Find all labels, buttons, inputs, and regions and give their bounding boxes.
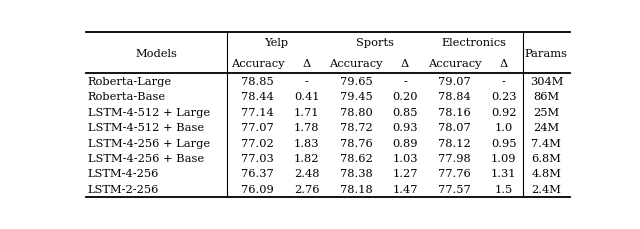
Text: 1.78: 1.78 xyxy=(294,123,319,133)
Text: LSTM-4-512 + Large: LSTM-4-512 + Large xyxy=(88,107,210,117)
Text: Roberta-Base: Roberta-Base xyxy=(88,92,166,102)
Text: Sports: Sports xyxy=(356,38,394,48)
Text: 78.84: 78.84 xyxy=(438,92,471,102)
Text: 79.65: 79.65 xyxy=(340,76,372,86)
Text: 77.76: 77.76 xyxy=(438,169,471,179)
Text: 1.09: 1.09 xyxy=(491,153,516,163)
Text: Δ: Δ xyxy=(500,59,508,68)
Text: 77.03: 77.03 xyxy=(241,153,274,163)
Text: 0.41: 0.41 xyxy=(294,92,319,102)
Text: 78.16: 78.16 xyxy=(438,107,471,117)
Text: 2.76: 2.76 xyxy=(294,184,319,194)
Text: 79.07: 79.07 xyxy=(438,76,471,86)
Text: Models: Models xyxy=(136,48,177,58)
Text: Params: Params xyxy=(525,48,568,58)
Text: 78.07: 78.07 xyxy=(438,123,471,133)
Text: 78.18: 78.18 xyxy=(340,184,372,194)
Text: 2.48: 2.48 xyxy=(294,169,319,179)
Text: 1.27: 1.27 xyxy=(392,169,418,179)
Text: 25M: 25M xyxy=(533,107,559,117)
Text: Δ: Δ xyxy=(303,59,311,68)
Text: 0.20: 0.20 xyxy=(392,92,418,102)
Text: 76.37: 76.37 xyxy=(241,169,274,179)
Text: LSTM-4-256 + Base: LSTM-4-256 + Base xyxy=(88,153,204,163)
Text: 1.83: 1.83 xyxy=(294,138,319,148)
Text: 0.85: 0.85 xyxy=(392,107,418,117)
Text: Electronics: Electronics xyxy=(441,38,506,48)
Text: 1.82: 1.82 xyxy=(294,153,319,163)
Text: 78.38: 78.38 xyxy=(340,169,372,179)
Text: 7.4M: 7.4M xyxy=(531,138,561,148)
Text: LSTM-4-256: LSTM-4-256 xyxy=(88,169,159,179)
Text: 6.8M: 6.8M xyxy=(531,153,561,163)
Text: 0.92: 0.92 xyxy=(491,107,516,117)
Text: Accuracy: Accuracy xyxy=(428,59,481,68)
Text: 1.47: 1.47 xyxy=(392,184,418,194)
Text: 78.85: 78.85 xyxy=(241,76,274,86)
Text: 77.07: 77.07 xyxy=(241,123,274,133)
Text: 304M: 304M xyxy=(530,76,563,86)
Text: 0.23: 0.23 xyxy=(491,92,516,102)
Text: 79.45: 79.45 xyxy=(340,92,372,102)
Text: 77.02: 77.02 xyxy=(241,138,274,148)
Text: 0.95: 0.95 xyxy=(491,138,516,148)
Text: 1.5: 1.5 xyxy=(495,184,513,194)
Text: Accuracy: Accuracy xyxy=(329,59,383,68)
Text: 78.12: 78.12 xyxy=(438,138,471,148)
Text: -: - xyxy=(403,76,407,86)
Text: 78.80: 78.80 xyxy=(340,107,372,117)
Text: 86M: 86M xyxy=(533,92,559,102)
Text: Yelp: Yelp xyxy=(264,38,289,48)
Text: Δ: Δ xyxy=(401,59,410,68)
Text: -: - xyxy=(305,76,308,86)
Text: 77.57: 77.57 xyxy=(438,184,471,194)
Text: 0.89: 0.89 xyxy=(392,138,418,148)
Text: 77.98: 77.98 xyxy=(438,153,471,163)
Text: 1.71: 1.71 xyxy=(294,107,319,117)
Text: 1.03: 1.03 xyxy=(392,153,418,163)
Text: Roberta-Large: Roberta-Large xyxy=(88,76,172,86)
Text: 78.76: 78.76 xyxy=(340,138,372,148)
Text: 2.4M: 2.4M xyxy=(531,184,561,194)
Text: 1.31: 1.31 xyxy=(491,169,516,179)
Text: Accuracy: Accuracy xyxy=(230,59,284,68)
Text: LSTM-4-256 + Large: LSTM-4-256 + Large xyxy=(88,138,210,148)
Text: 78.44: 78.44 xyxy=(241,92,274,102)
Text: 0.93: 0.93 xyxy=(392,123,418,133)
Text: 77.14: 77.14 xyxy=(241,107,274,117)
Text: LSTM-2-256: LSTM-2-256 xyxy=(88,184,159,194)
Text: 78.62: 78.62 xyxy=(340,153,372,163)
Text: 1.0: 1.0 xyxy=(495,123,513,133)
Text: 24M: 24M xyxy=(533,123,559,133)
Text: LSTM-4-512 + Base: LSTM-4-512 + Base xyxy=(88,123,204,133)
Text: 4.8M: 4.8M xyxy=(531,169,561,179)
Text: -: - xyxy=(502,76,506,86)
Text: 78.72: 78.72 xyxy=(340,123,372,133)
Text: 76.09: 76.09 xyxy=(241,184,274,194)
